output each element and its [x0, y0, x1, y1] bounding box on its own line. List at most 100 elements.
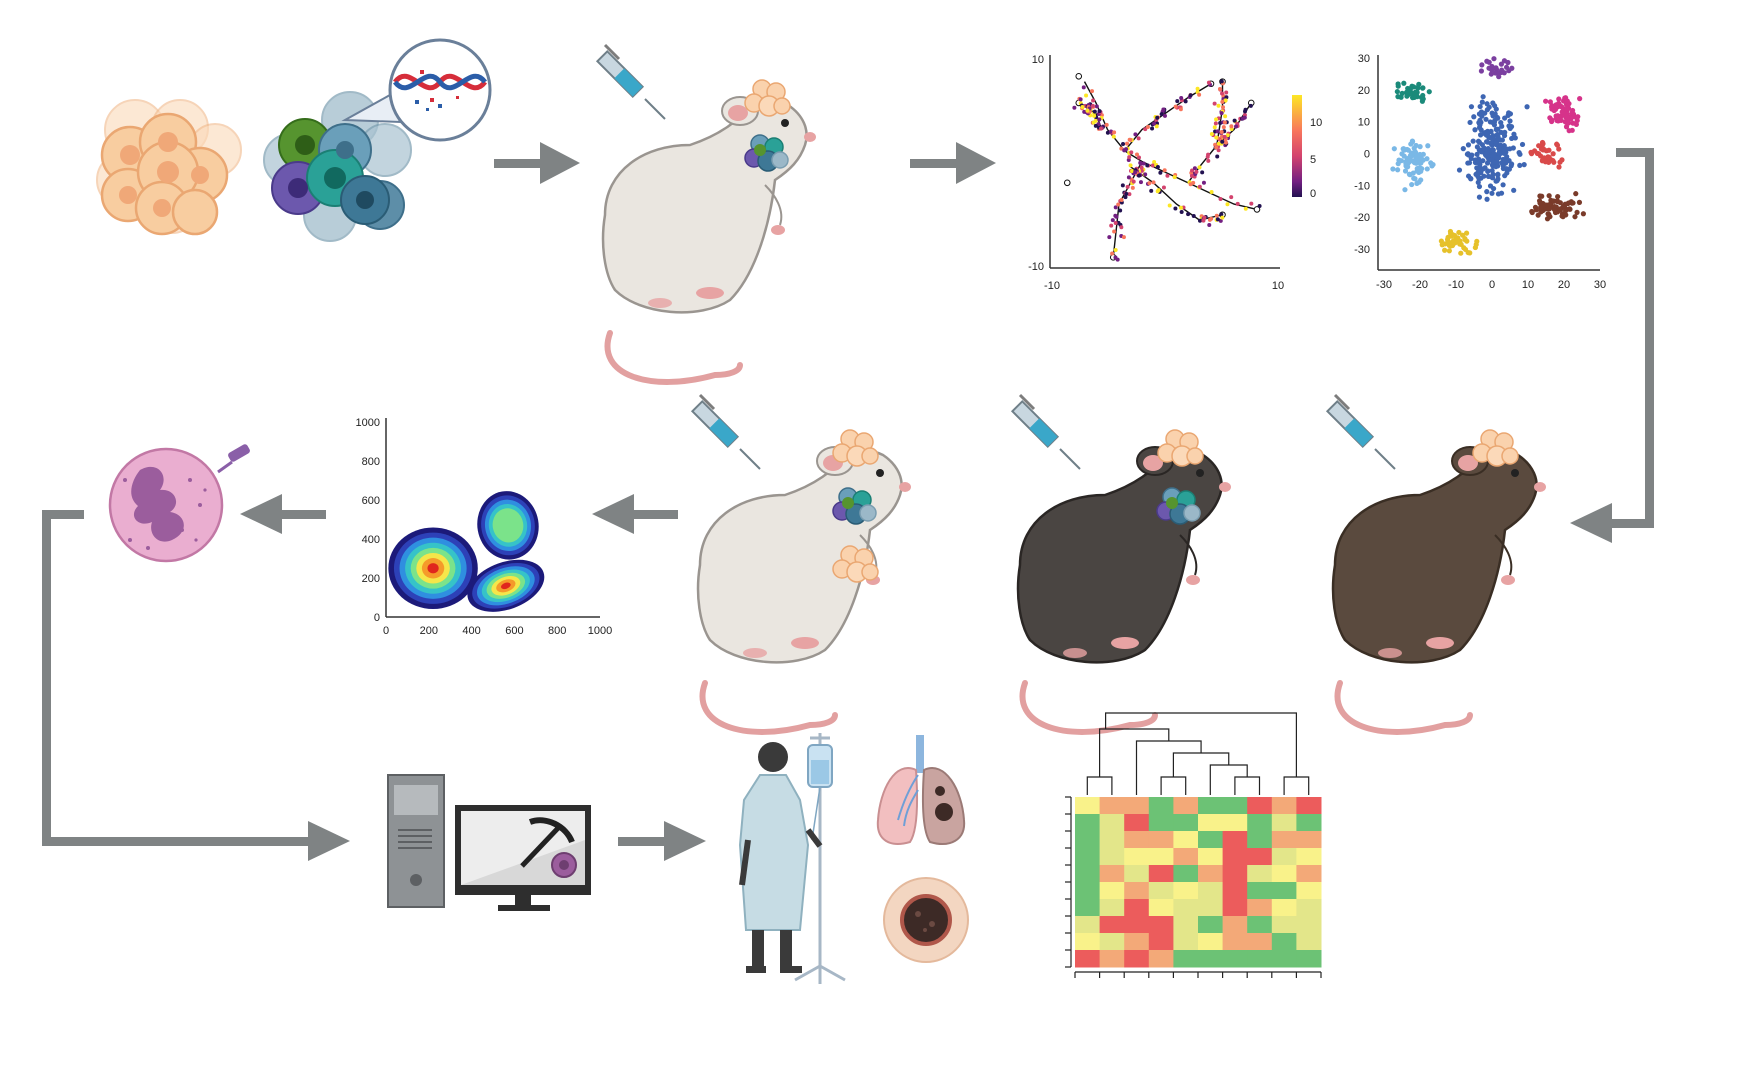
- trajectory-cell-point: [1129, 150, 1134, 155]
- tsne-cell-point: [1463, 230, 1470, 236]
- trajectory-cell-point: [1152, 159, 1157, 164]
- trajectory-cell-point: [1202, 215, 1207, 220]
- dendrogram-branch: [1283, 776, 1310, 795]
- heatmap-cell: [1198, 882, 1224, 900]
- tsne-cell-point: [1490, 158, 1496, 165]
- tsne-cell-point: [1540, 157, 1546, 163]
- trajectory-cell-point: [1162, 113, 1167, 118]
- tsne-cell-point: [1495, 172, 1501, 178]
- tsne-cell-point: [1501, 58, 1508, 64]
- tsne-cell-point: [1467, 119, 1473, 126]
- heatmap-cell: [1222, 899, 1248, 917]
- trajectory-cell-point: [1113, 221, 1118, 226]
- tsne-cell-point: [1528, 149, 1534, 155]
- tsne-cell-point: [1493, 140, 1500, 146]
- trajectory-cell-point: [1109, 129, 1114, 134]
- tsne-cell-point: [1476, 147, 1482, 153]
- tsne-cell-point: [1484, 107, 1490, 113]
- heatmap-cell: [1099, 882, 1125, 900]
- tsne-cell-point: [1493, 65, 1499, 71]
- tsne-cell-point: [1491, 103, 1498, 109]
- trajectory-cell-point: [1128, 163, 1133, 168]
- heatmap-cell: [1247, 899, 1273, 917]
- trajectory-cell-point: [1091, 120, 1096, 125]
- trajectory-cell-point: [1143, 172, 1148, 177]
- heatmap-cell: [1247, 848, 1273, 866]
- tsne-cell-point: [1534, 150, 1540, 157]
- trajectory-cell-point: [1105, 130, 1110, 135]
- trajectory-cell-point: [1173, 206, 1178, 211]
- tsne-cell-point: [1484, 58, 1490, 64]
- trajectory-cell-point: [1161, 185, 1166, 190]
- dendrogram-branch: [1086, 776, 1113, 795]
- heatmap-cell: [1271, 848, 1297, 866]
- tsne-cell-point: [1557, 159, 1563, 165]
- trajectory-cell-point: [1112, 130, 1117, 135]
- nude-mouse-icon: [698, 447, 911, 732]
- tsne-cell-point: [1456, 167, 1463, 173]
- heatmap-cell: [1075, 865, 1101, 883]
- heatmap-cell: [1148, 899, 1174, 917]
- trajectory-cell-point: [1197, 218, 1202, 223]
- heatmap-cell: [1296, 950, 1322, 968]
- trajectory-cell-point: [1221, 125, 1226, 130]
- trajectory-cell-point: [1155, 115, 1160, 120]
- tsne-cell-point: [1430, 161, 1436, 168]
- tsne-cell-point: [1395, 167, 1401, 173]
- trajectory-cell-point: [1136, 173, 1141, 178]
- tsne-cell-point: [1506, 110, 1512, 116]
- trajectory-cell-point: [1172, 175, 1177, 180]
- tsne-cell-point: [1402, 187, 1408, 193]
- heatmap-cell: [1296, 814, 1322, 832]
- trajectory-cell-point: [1125, 141, 1130, 146]
- trajectory-cell-point: [1219, 79, 1224, 84]
- tsne-cell-point: [1495, 176, 1501, 182]
- tsne-cell-point: [1409, 138, 1416, 144]
- tsne-cell-point: [1495, 133, 1501, 139]
- tsne-cell-point: [1448, 241, 1454, 248]
- trajectory-cell-point: [1197, 165, 1202, 170]
- trajectory-cell-point: [1194, 169, 1199, 174]
- trajectory-cell-point: [1127, 155, 1132, 160]
- heatmap-cell: [1075, 831, 1101, 849]
- trajectory-cell-point: [1205, 154, 1210, 159]
- trajectory-cell-point: [1120, 183, 1125, 188]
- flow-density-contour: [492, 508, 524, 543]
- tsne-x-tick: 30: [1594, 279, 1606, 291]
- tsne-cell-point: [1564, 98, 1570, 104]
- tsne-cell-point: [1476, 183, 1483, 190]
- trajectory-cell-point: [1141, 161, 1146, 166]
- heatmap-cell: [1124, 950, 1150, 968]
- tsne-cell-point: [1532, 204, 1539, 210]
- tsne-cell-point: [1551, 198, 1557, 204]
- tsne-cell-point: [1556, 96, 1562, 102]
- trajectory-cell-point: [1232, 118, 1237, 123]
- trajectory-cell-point: [1216, 103, 1221, 108]
- trajectory-cell-point: [1092, 109, 1097, 114]
- trajectory-cell-point: [1222, 134, 1227, 139]
- trajectory-cell-point: [1116, 202, 1121, 207]
- trajectory-cell-point: [1081, 85, 1086, 90]
- tsne-cell-point: [1477, 122, 1483, 128]
- colorbar-tick-0: 0: [1310, 188, 1316, 200]
- trajectory-cell-point: [1119, 225, 1124, 230]
- tsne-x-tick: -20: [1412, 279, 1428, 291]
- tsne-cell-point: [1391, 146, 1397, 152]
- neutrophil-cell-icon: [108, 444, 250, 563]
- trajectory-cell-point: [1130, 169, 1135, 174]
- tsne-cell-point: [1553, 113, 1559, 119]
- tsne-cell-point: [1458, 250, 1464, 256]
- arrow-elbow-down-left: [1570, 148, 1654, 543]
- trajectory-cell-point: [1097, 109, 1102, 114]
- flow-x-tick: 600: [505, 625, 523, 637]
- black-mouse-icon: [1018, 447, 1231, 732]
- pickaxe-handle: [520, 824, 562, 868]
- tsne-cell-point: [1474, 151, 1480, 157]
- tsne-cell-point: [1400, 146, 1406, 152]
- tsne-x-tick: 20: [1558, 279, 1570, 291]
- tsne-cell-point: [1424, 166, 1430, 172]
- trajectory-cell-point: [1214, 117, 1219, 122]
- tsne-cell-point: [1573, 191, 1579, 197]
- trajectory-cell-point: [1218, 120, 1223, 125]
